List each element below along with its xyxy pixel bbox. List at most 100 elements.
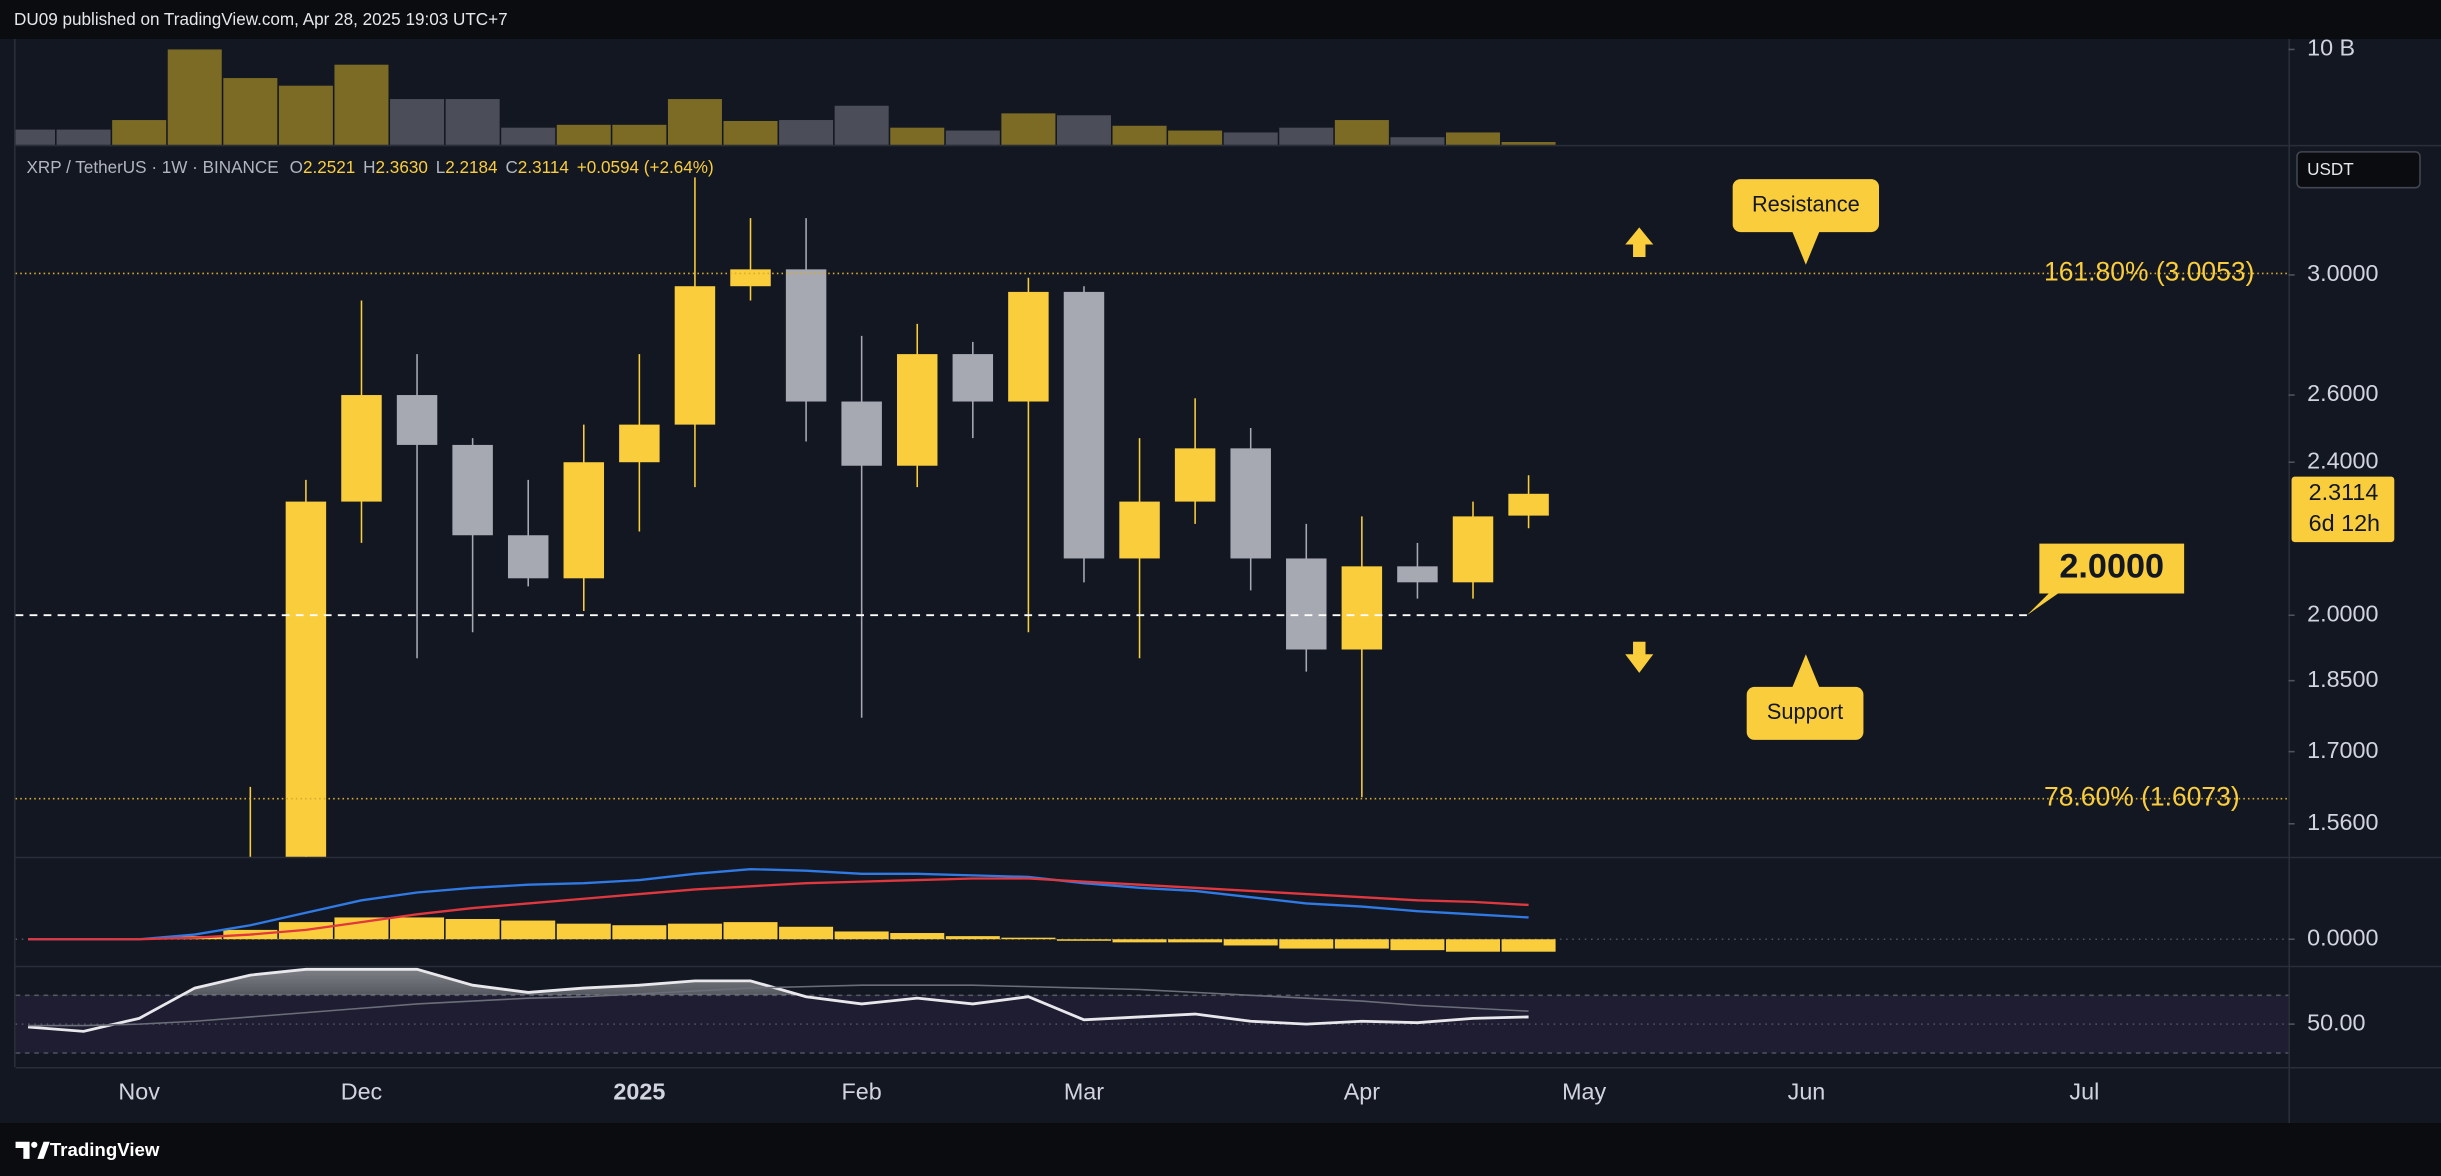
volume-bar: [779, 120, 834, 145]
level-callout: [2026, 543, 2185, 616]
volume-bar: [1056, 115, 1111, 145]
x-tick-label: Apr: [1344, 1079, 1381, 1105]
x-tick-label: 2025: [613, 1079, 665, 1105]
candle-body: [507, 535, 549, 579]
pane-separators: [14, 38, 2441, 1124]
volume-bar: [334, 64, 389, 145]
up-arrow: [1625, 227, 1654, 258]
candle-body: [1397, 566, 1438, 583]
volume-bar: [390, 99, 445, 145]
symbol: XRP / TetherUS · 1W · BINANCE: [26, 158, 278, 177]
legend-change: +0.0594 (+2.64%): [577, 158, 714, 177]
footer-brand: TradingView: [50, 1139, 160, 1160]
volume-bar: [15, 129, 56, 145]
candle-body: [841, 401, 882, 466]
macd-pane: [15, 867, 2289, 952]
volume-bar: [1112, 125, 1167, 145]
level-label: 2.0000: [2059, 548, 2164, 586]
currency-label[interactable]: USDT: [2307, 160, 2354, 179]
y-tick-label: 2.6000: [2307, 380, 2378, 406]
y-tick-label: 50.00: [2307, 1009, 2365, 1035]
x-tick-label: Dec: [341, 1079, 383, 1105]
y-tick-label: 2.4000: [2307, 447, 2378, 473]
support-callout: Support: [1746, 654, 1864, 740]
resistance-callout: Resistance: [1732, 179, 1880, 265]
macd-histogram-bar: [779, 926, 834, 940]
macd-histogram-bar: [945, 936, 1000, 940]
volume-bar: [723, 121, 778, 145]
candle-body: [730, 269, 771, 287]
x-tick-label: Jul: [2069, 1079, 2099, 1105]
volume-bar: [667, 99, 722, 145]
y-tick-label: 1.7000: [2307, 737, 2378, 763]
currency-selector[interactable]: USDT: [2296, 151, 2421, 189]
y-tick-label: 10 B: [2307, 35, 2355, 61]
publish-info: DU09 published on TradingView.com, Apr 2…: [14, 10, 508, 29]
footer-bar: [0, 1123, 2441, 1176]
countdown-label: 6d 12h: [2309, 510, 2380, 536]
volume-bar: [1334, 120, 1389, 145]
overlay: 161.80% (3.0053) 78.60% (1.6073) 2.0000: [15, 256, 2289, 812]
volume-bar: [890, 127, 945, 145]
y-tick-label: 1.8500: [2307, 666, 2378, 692]
volume-bar: [945, 130, 1000, 145]
currency-box[interactable]: [2296, 151, 2421, 189]
last-price-box: [2291, 476, 2395, 543]
rsi-ma-line: [28, 984, 1529, 1027]
candle-body: [563, 462, 605, 579]
volume-bar: [1279, 127, 1334, 145]
legend-key: C: [505, 158, 517, 177]
volume-bar: [278, 85, 333, 145]
candle-body: [897, 354, 938, 466]
volume-bar: [167, 49, 222, 145]
resistance-label: Resistance: [1752, 191, 1860, 216]
candle-body: [452, 444, 493, 536]
candle-body: [1452, 516, 1494, 583]
macd-histogram-bar: [834, 931, 889, 940]
macd-histogram-bar: [1279, 939, 1334, 949]
macd-histogram-bar: [1223, 939, 1278, 946]
macd-histogram-bar: [1168, 939, 1223, 943]
last-price-label: 2.3114: [2309, 479, 2379, 505]
rsi-pane: [15, 967, 2289, 1054]
volume-bar: [56, 129, 111, 145]
volume-pane: [15, 49, 1556, 145]
macd-line: [28, 867, 1529, 941]
rsi-band: [15, 995, 2289, 1053]
candle-body: [1341, 566, 1383, 650]
legend-key: O: [290, 158, 303, 177]
candle-body: [619, 424, 660, 463]
x-tick-label: Nov: [118, 1079, 160, 1105]
volume-bar: [1223, 132, 1278, 145]
rsi-line: [27, 967, 1529, 1033]
legend-value: 2.3114: [518, 158, 570, 177]
macd-histogram-bar: [556, 923, 611, 940]
macd-histogram-bar: [1056, 939, 1111, 941]
candle-body: [952, 354, 994, 402]
candle-body: [1508, 493, 1549, 516]
volume-bar: [1445, 132, 1501, 145]
legend-key: H: [363, 158, 375, 177]
macd-histogram-bar: [723, 922, 778, 940]
macd-histogram-bar: [667, 923, 722, 940]
legend-value: 2.2521: [303, 158, 355, 177]
candle-body: [1119, 501, 1160, 559]
x-tick-label: Jun: [1788, 1079, 1826, 1105]
candle-body: [1286, 558, 1327, 650]
candle-body: [1008, 291, 1049, 402]
legend-key: L: [436, 158, 446, 177]
volume-bar: [1168, 130, 1223, 145]
volume-bar: [223, 78, 278, 145]
candle-body: [341, 395, 382, 502]
macd-line: [28, 877, 1529, 941]
candle-body: [1063, 291, 1105, 559]
candle-body: [674, 286, 716, 425]
volume-bar: [834, 105, 889, 145]
candle-body: [396, 395, 438, 445]
volume-bar: [556, 124, 611, 145]
volume-bar: [612, 124, 667, 145]
legend-value: 2.2184: [445, 158, 498, 177]
macd-histogram-bar: [1390, 939, 1445, 951]
macd-histogram-bar: [445, 918, 500, 940]
support-label: Support: [1767, 699, 1843, 724]
